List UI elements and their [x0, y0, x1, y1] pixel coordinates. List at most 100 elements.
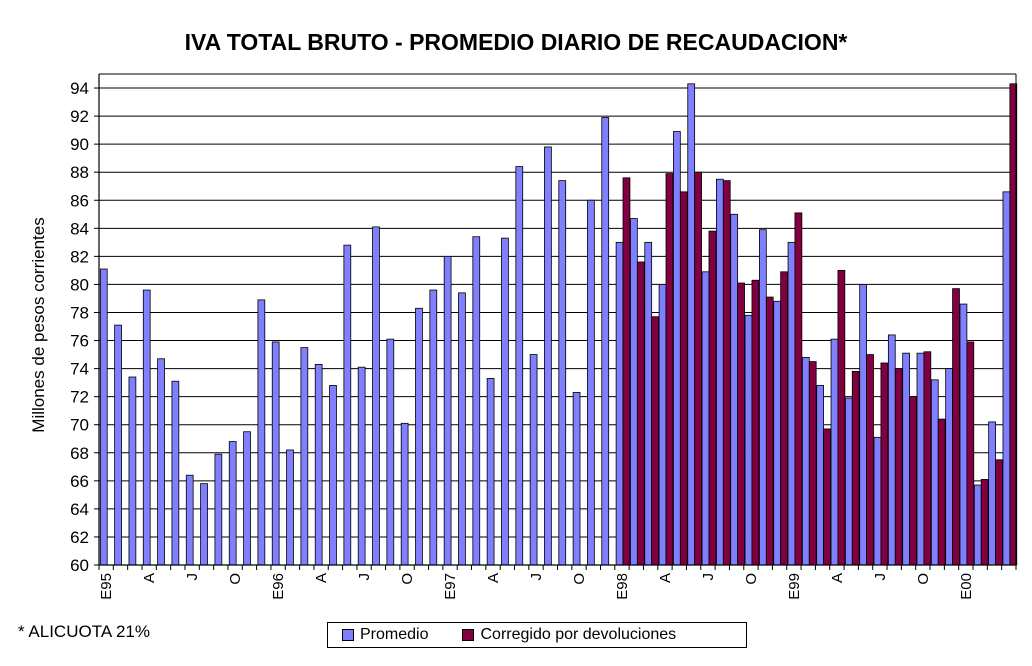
x-tick-label: E00 [958, 573, 975, 600]
bar-promedio [243, 431, 251, 566]
y-tick-label: 68 [70, 444, 89, 463]
bar-promedio [257, 299, 266, 566]
bar-promedio [228, 441, 237, 566]
legend-label-promedio: Promedio [360, 626, 429, 643]
bar-promedio [859, 284, 867, 566]
bar-promedio [501, 237, 509, 566]
bar-promedio [486, 378, 495, 566]
bar-promedio [916, 352, 925, 566]
bar-promedio [114, 324, 122, 566]
y-tick-label: 74 [70, 360, 89, 379]
legend: Promedio Corregido por devoluciones [327, 622, 747, 648]
x-tick-label: J [356, 573, 373, 581]
bar-promedio [271, 341, 280, 566]
bar-promedio [844, 397, 853, 566]
bar-promedio [128, 376, 137, 566]
bar-promedio [758, 229, 767, 566]
bar-corregido [823, 428, 831, 566]
bar-promedio [400, 422, 409, 566]
bar-corregido [651, 316, 659, 566]
bar-promedio [945, 368, 953, 566]
bar-promedio [572, 392, 581, 566]
bar-corregido [722, 180, 731, 566]
bar-promedio [716, 178, 724, 566]
bar-promedio [816, 385, 825, 566]
legend-label-corregido: Corregido por devoluciones [480, 626, 677, 643]
bar-corregido [794, 212, 803, 566]
x-tick-label: E96 [270, 573, 287, 600]
y-tick-label: 80 [70, 275, 89, 294]
y-tick-label: 82 [70, 247, 89, 266]
bar-corregido [751, 279, 760, 566]
x-tick-label: O [399, 573, 416, 585]
bar-promedio [630, 218, 638, 566]
x-tick-label: J [872, 573, 889, 581]
bar-promedio [902, 352, 910, 566]
bar-promedio [658, 284, 667, 566]
x-tick-label: A [657, 573, 674, 583]
bar-corregido [665, 173, 674, 566]
bar-corregido [880, 362, 889, 566]
bar-corregido [851, 371, 860, 566]
bar-corregido [866, 354, 874, 566]
x-tick-label: J [700, 573, 717, 581]
bar-promedio [701, 271, 710, 566]
bar-promedio [286, 449, 294, 566]
y-tick-label: 60 [70, 556, 89, 575]
y-tick-label: 88 [70, 163, 89, 182]
bar-corregido [966, 341, 975, 566]
y-tick-label: 86 [70, 191, 89, 210]
bar-promedio [314, 363, 323, 566]
axes [98, 73, 1017, 570]
bar-corregido [679, 191, 688, 566]
bar-promedio [415, 307, 423, 566]
x-tick-label: O [915, 573, 932, 585]
bar-promedio [171, 380, 180, 566]
bar-promedio [644, 241, 653, 566]
bar-promedio [830, 338, 839, 566]
bar-promedio [615, 241, 624, 566]
bar-promedio [343, 244, 352, 566]
bar-corregido [694, 171, 702, 566]
bar-corregido [765, 296, 774, 566]
bar-promedio [544, 146, 552, 566]
bar-promedio [185, 474, 194, 566]
x-tick-label: A [485, 573, 502, 583]
bar-corregido [780, 271, 788, 566]
y-tick-label: 70 [70, 416, 89, 435]
bar-promedio [200, 483, 208, 566]
x-tick-label: A [313, 573, 330, 583]
bar-corregido [622, 177, 631, 566]
bar-corregido [808, 361, 817, 566]
y-tick-label: 62 [70, 528, 89, 547]
bar-promedio [930, 379, 939, 566]
x-tick-label: E98 [614, 573, 631, 600]
bar-promedio [372, 226, 380, 566]
bar-promedio [988, 421, 996, 566]
x-tick-labels: E95 A J O E96 A J O E97 A J O E98 A J O E99 A J O E00 [98, 573, 975, 600]
y-tick-label: 72 [70, 388, 89, 407]
bar-corregido [923, 351, 932, 566]
bar-promedio [959, 303, 968, 566]
x-tick-label: E97 [442, 573, 459, 600]
bar-corregido [894, 368, 903, 566]
bar-promedio [142, 289, 151, 566]
bar-corregido [952, 288, 960, 566]
bar-corregido [937, 418, 946, 566]
bar-corregido [636, 261, 645, 566]
y-tick-label: 64 [70, 500, 89, 519]
bar-promedio [887, 334, 896, 566]
bar-promedio [558, 180, 567, 566]
bar-promedio [773, 300, 782, 566]
bar-corregido [980, 479, 989, 566]
bar-promedio [429, 289, 438, 566]
bar-promedio [601, 117, 610, 566]
legend-swatch-corregido [462, 629, 475, 641]
bar-promedio [214, 453, 223, 566]
bar-promedio [787, 241, 796, 566]
chart-title: IVA TOTAL BRUTO - PROMEDIO DIARIO DE REC… [185, 29, 848, 55]
footnote: * ALICUOTA 21% [18, 622, 150, 641]
bar-promedio [744, 314, 753, 566]
y-tick-label: 94 [70, 79, 89, 98]
